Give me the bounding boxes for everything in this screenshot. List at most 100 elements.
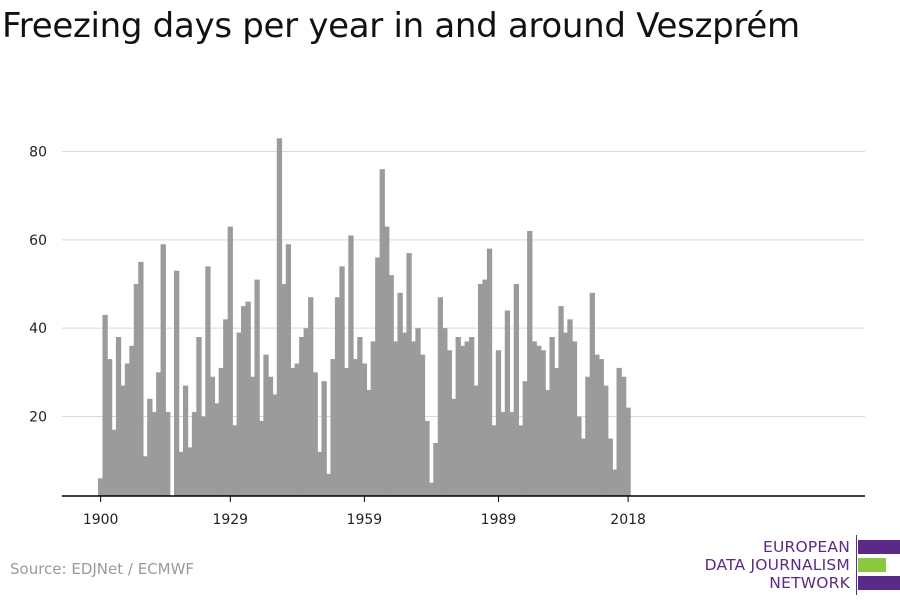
bar-1954[interactable] (339, 266, 345, 496)
bar-1997[interactable] (531, 341, 537, 496)
bar-1958[interactable] (357, 337, 363, 496)
bar-1978[interactable] (446, 350, 452, 496)
bar-1942[interactable] (285, 244, 292, 496)
bar-2003[interactable] (558, 306, 564, 496)
bar-1940[interactable] (276, 138, 283, 496)
bar-1917[interactable] (173, 270, 180, 496)
bar-1901[interactable] (102, 314, 108, 496)
bar-1968[interactable] (401, 332, 408, 496)
bar-1957[interactable] (352, 359, 359, 496)
bar-1965[interactable] (388, 275, 394, 496)
bar-1945[interactable] (299, 337, 305, 496)
bar-1995[interactable] (522, 381, 528, 496)
bar-1933[interactable] (245, 301, 251, 496)
edjnet-logo[interactable]: EUROPEAN DATA JOURNALISM NETWORK (700, 535, 900, 595)
bar-1921[interactable] (191, 412, 198, 496)
bar-1937[interactable] (263, 354, 269, 496)
bar-1989[interactable] (495, 350, 502, 496)
bar-1960[interactable] (366, 390, 372, 496)
bar-1907[interactable] (129, 345, 135, 496)
bar-1904[interactable] (115, 337, 122, 496)
bar-1977[interactable] (442, 328, 448, 496)
bar-1931[interactable] (236, 332, 242, 496)
bar-1974[interactable] (428, 482, 435, 496)
bar-1935[interactable] (254, 279, 260, 496)
bar-1996[interactable] (527, 231, 533, 496)
bar-1914[interactable] (160, 244, 166, 496)
bar-1971[interactable] (415, 328, 421, 496)
bar-1906[interactable] (124, 363, 131, 497)
bar-1900[interactable] (98, 478, 104, 496)
bar-1976[interactable] (437, 297, 444, 496)
bar-2017[interactable] (620, 376, 627, 496)
bar-1927[interactable] (218, 367, 224, 496)
bar-1920[interactable] (187, 447, 193, 496)
bar-1990[interactable] (500, 412, 506, 496)
bar-1930[interactable] (232, 425, 238, 496)
bar-1950[interactable] (321, 381, 327, 496)
bar-1946[interactable] (303, 328, 309, 496)
bar-2015[interactable] (612, 469, 618, 497)
bar-1938[interactable] (267, 376, 274, 496)
bar-2000[interactable] (545, 390, 551, 496)
bar-1929[interactable] (227, 226, 233, 497)
bar-1951[interactable] (325, 473, 332, 496)
bar-1972[interactable] (419, 354, 426, 496)
bar-2009[interactable] (585, 376, 591, 496)
bar-1988[interactable] (491, 425, 497, 496)
bar-1928[interactable] (223, 319, 229, 496)
bar-2008[interactable] (580, 438, 587, 496)
bar-1943[interactable] (290, 367, 296, 496)
bar-1926[interactable] (214, 403, 220, 496)
bar-1953[interactable] (334, 297, 341, 496)
bar-1998[interactable] (536, 345, 542, 496)
bar-1949[interactable] (317, 451, 323, 496)
bar-1918[interactable] (178, 451, 184, 496)
bar-1915[interactable] (165, 412, 171, 496)
bar-1919[interactable] (182, 385, 189, 496)
bar-1909[interactable] (138, 261, 144, 496)
bar-1964[interactable] (384, 226, 390, 497)
bar-1923[interactable] (200, 416, 207, 497)
bar-1948[interactable] (312, 372, 318, 496)
bar-2014[interactable] (607, 438, 613, 496)
bar-1911[interactable] (147, 398, 153, 496)
bar-1932[interactable] (241, 306, 247, 496)
bar-1969[interactable] (406, 253, 412, 496)
bar-2013[interactable] (603, 385, 609, 496)
bar-1903[interactable] (111, 429, 117, 496)
bar-2012[interactable] (598, 359, 604, 496)
bar-2004[interactable] (562, 332, 569, 496)
bar-2011[interactable] (594, 354, 600, 496)
bar-1970[interactable] (410, 341, 417, 496)
bar-1955[interactable] (343, 367, 350, 496)
bar-1925[interactable] (209, 376, 216, 496)
bar-1994[interactable] (518, 425, 524, 496)
bar-1922[interactable] (196, 337, 202, 496)
bar-1999[interactable] (540, 350, 546, 496)
bar-1963[interactable] (379, 169, 385, 496)
bar-1936[interactable] (258, 420, 265, 496)
bar-1992[interactable] (509, 412, 515, 496)
bar-1993[interactable] (513, 284, 520, 496)
bar-1952[interactable] (330, 359, 336, 496)
bar-1908[interactable] (133, 284, 140, 496)
bar-1902[interactable] (106, 359, 113, 496)
bar-1913[interactable] (156, 372, 162, 496)
bar-1910[interactable] (142, 456, 148, 496)
bar-2018[interactable] (625, 407, 631, 496)
bar-1956[interactable] (348, 235, 354, 496)
bar-1961[interactable] (370, 341, 376, 496)
bar-2006[interactable] (571, 341, 578, 496)
bar-1975[interactable] (433, 443, 439, 496)
bar-1941[interactable] (281, 284, 287, 496)
bar-1991[interactable] (504, 310, 511, 497)
bar-1980[interactable] (455, 337, 461, 496)
bar-2007[interactable] (576, 416, 582, 497)
bar-1947[interactable] (308, 297, 314, 496)
bar-2010[interactable] (589, 292, 595, 496)
bar-1967[interactable] (397, 292, 403, 496)
bar-1984[interactable] (473, 385, 479, 496)
bar-2016[interactable] (616, 367, 622, 496)
bar-1962[interactable] (375, 257, 381, 497)
